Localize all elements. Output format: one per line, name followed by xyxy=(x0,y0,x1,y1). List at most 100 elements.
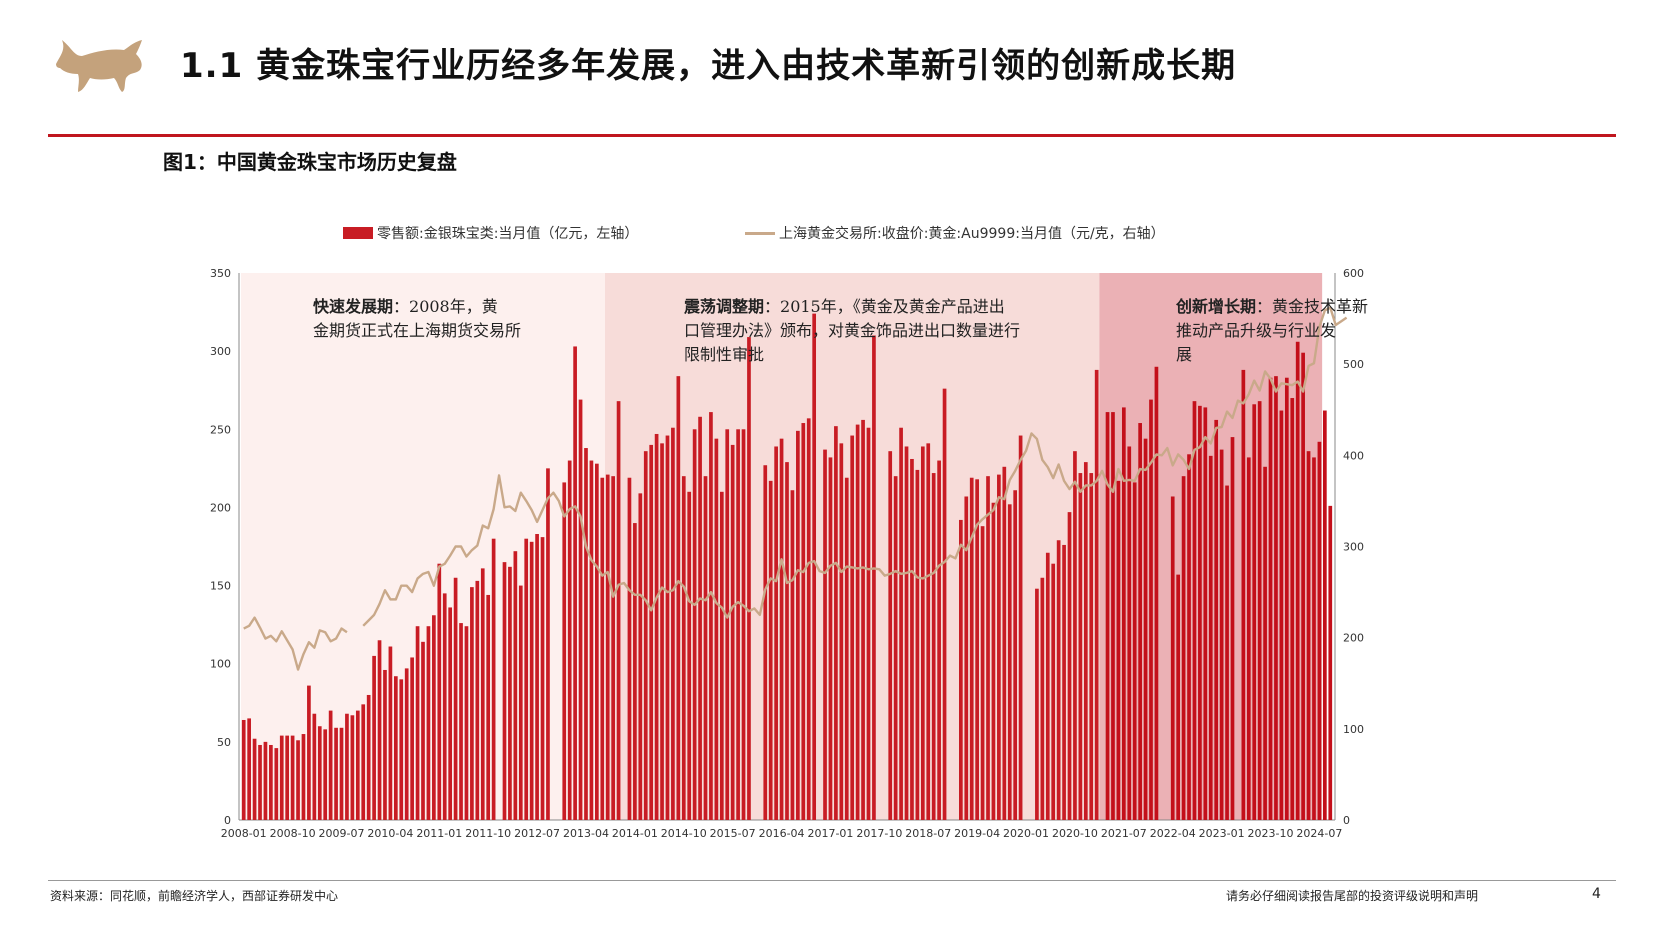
retail-bar xyxy=(633,523,637,820)
retail-bar xyxy=(638,493,643,820)
retail-bar xyxy=(747,337,751,820)
retail-bar xyxy=(1013,490,1018,820)
retail-bar xyxy=(274,748,279,820)
period-text: 金期货正式在上海期货交易所 xyxy=(313,321,521,340)
retail-bar xyxy=(806,418,811,820)
retail-bar xyxy=(540,537,545,820)
retail-bar xyxy=(1121,407,1126,820)
retail-bar xyxy=(480,568,485,820)
x-tick-label: 2017-10 xyxy=(856,827,902,840)
retail-bar xyxy=(627,477,632,820)
retail-bar xyxy=(866,427,871,820)
retail-bar xyxy=(1138,423,1142,820)
retail-bar xyxy=(709,412,713,820)
retail-bar xyxy=(812,313,817,820)
retail-bar xyxy=(372,655,376,820)
retail-bar xyxy=(736,429,740,820)
y-left-tick-label: 100 xyxy=(210,658,231,671)
retail-bar xyxy=(643,451,648,820)
retail-bar xyxy=(839,443,844,820)
retail-bar xyxy=(529,541,534,820)
retail-bar xyxy=(437,563,442,820)
retail-bar xyxy=(1062,544,1066,820)
retail-bar xyxy=(1241,369,1246,820)
page-number: 4 xyxy=(1592,886,1601,902)
retail-bar xyxy=(578,399,583,820)
retail-bar xyxy=(942,388,947,820)
legend-bar-label: 零售额:金银珠宝类:当月值（亿元，左轴） xyxy=(377,226,639,242)
y-left-tick-label: 0 xyxy=(224,814,231,827)
retail-bar xyxy=(1018,435,1023,820)
x-tick-label: 2020-01 xyxy=(1003,827,1049,840)
retail-bar xyxy=(1312,457,1316,820)
retail-bar xyxy=(1078,473,1083,820)
retail-bar xyxy=(937,460,941,820)
retail-bar xyxy=(616,401,621,820)
legend-line-label: 上海黄金交易所:收盘价:黄金:Au9999:当月值（元/克，右轴） xyxy=(779,226,1165,242)
retail-bar xyxy=(926,443,931,820)
retail-bar xyxy=(296,740,300,820)
retail-bar xyxy=(448,607,453,820)
retail-bar xyxy=(1154,366,1159,820)
retail-bar xyxy=(508,566,512,820)
retail-bar xyxy=(301,734,306,820)
retail-bar xyxy=(1187,454,1191,820)
retail-bar xyxy=(1181,476,1186,820)
retail-bar xyxy=(986,476,990,820)
retail-bar xyxy=(361,704,366,820)
retail-bar xyxy=(426,626,431,820)
retail-bar xyxy=(247,718,251,820)
x-tick-label: 2013-04 xyxy=(563,827,609,840)
y-right-tick-label: 0 xyxy=(1343,814,1350,827)
retail-bar xyxy=(1111,412,1115,820)
retail-bar xyxy=(1083,462,1088,820)
retail-bar xyxy=(681,476,686,820)
retail-bar xyxy=(1219,449,1224,820)
header-divider xyxy=(48,134,1616,137)
retail-bar xyxy=(1002,466,1007,820)
retail-bar xyxy=(1056,540,1061,820)
retail-bar xyxy=(649,444,654,820)
gold-price-line xyxy=(243,616,348,671)
x-tick-label: 2022-04 xyxy=(1150,827,1196,840)
retail-bar xyxy=(801,423,806,820)
retail-bar xyxy=(345,713,349,820)
retail-bar xyxy=(475,580,480,820)
retail-bar xyxy=(442,593,447,820)
retail-bar xyxy=(660,443,664,820)
y-right-tick-label: 100 xyxy=(1343,723,1364,736)
y-left-tick-label: 350 xyxy=(210,267,231,280)
figure-title: 图1：中国黄金珠宝市场历史复盘 xyxy=(163,150,457,174)
retail-bar xyxy=(567,460,572,820)
retail-bar xyxy=(317,726,322,820)
retail-bar xyxy=(959,519,963,820)
retail-bar xyxy=(1089,473,1094,820)
retail-bar xyxy=(415,626,420,820)
source-note: 资料来源：同花顺，前瞻经济学人，西部证券研发中心 xyxy=(50,889,339,903)
period-text: 推动产品升级与行业发 xyxy=(1176,321,1336,340)
x-tick-label: 2019-04 xyxy=(954,827,1000,840)
retail-bar xyxy=(252,738,257,820)
retail-bar xyxy=(692,429,697,820)
retail-bar xyxy=(459,623,463,820)
period-annotation: 展 xyxy=(1176,345,1192,364)
retail-bar xyxy=(524,538,529,820)
retail-bar xyxy=(964,496,969,820)
retail-bar xyxy=(844,477,849,820)
retail-bar xyxy=(997,474,1001,820)
retail-bar xyxy=(350,715,355,820)
retail-bar xyxy=(388,646,393,820)
legend-line-entry: 上海黄金交易所:收盘价:黄金:Au9999:当月值（元/克，右轴） xyxy=(745,223,1165,243)
retail-bar xyxy=(334,727,338,820)
retail-bar xyxy=(1170,496,1175,820)
gold-price-line xyxy=(362,306,1348,627)
retail-bar xyxy=(464,626,469,820)
x-tick-label: 2023-10 xyxy=(1248,827,1294,840)
retail-bar xyxy=(915,469,920,820)
y-left-tick-label: 50 xyxy=(217,736,231,749)
retail-bar xyxy=(888,451,893,820)
retail-bar xyxy=(328,710,333,820)
retail-bar xyxy=(872,335,876,820)
retail-bar xyxy=(834,426,838,820)
retail-bar xyxy=(502,562,507,820)
